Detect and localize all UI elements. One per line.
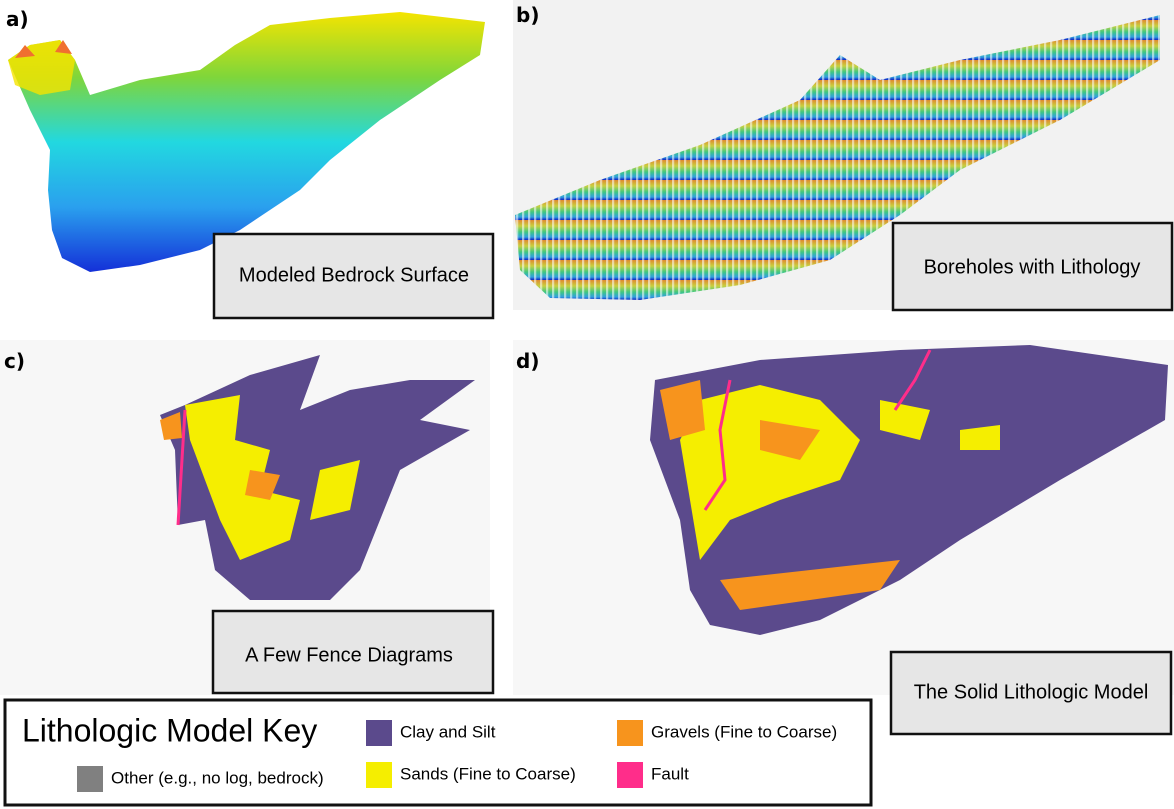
bedrock-surface	[8, 12, 485, 272]
legend-label: Clay and Silt	[400, 722, 496, 741]
caption-box	[211, 609, 495, 695]
panel-a	[8, 12, 485, 272]
legend-label: Fault	[651, 764, 689, 783]
legend-swatch	[366, 720, 392, 746]
gravel-patches	[160, 412, 280, 500]
legend-swatch	[77, 766, 103, 792]
caption-box	[891, 221, 1174, 312]
sand-patches	[185, 395, 360, 560]
panel-label: a)	[6, 7, 29, 31]
caption-box	[212, 232, 495, 320]
panel-label: b)	[516, 3, 539, 27]
fault-trace	[703, 349, 932, 511]
gravel-zones	[660, 380, 900, 610]
legend-title: Lithologic Model Key	[22, 712, 317, 748]
legend-swatch	[617, 762, 643, 788]
caption: Modeled Bedrock Surface	[239, 264, 469, 286]
panel-d	[513, 340, 1174, 695]
legend: Lithologic Model Key Clay and Silt Gravel…	[3, 698, 873, 807]
caption: A Few Fence Diagrams	[245, 644, 453, 666]
panel-label: c)	[4, 349, 25, 373]
legend-label: Gravels (Fine to Coarse)	[651, 722, 837, 741]
legend-swatch	[617, 720, 643, 746]
bedrock-peak	[15, 40, 72, 58]
panel-b	[513, 0, 1174, 310]
caption: Boreholes with Lithology	[924, 256, 1141, 278]
legend-box	[3, 698, 873, 807]
legend-label: Other (e.g., no log, bedrock)	[111, 768, 324, 787]
caption: The Solid Lithologic Model	[914, 681, 1149, 703]
caption-box	[889, 650, 1173, 736]
legend-label: Sands (Fine to Coarse)	[400, 764, 576, 783]
borehole-mesh	[515, 15, 1160, 300]
panel-label: d)	[516, 349, 539, 373]
fault-line	[176, 409, 187, 526]
legend-swatch	[366, 762, 392, 788]
